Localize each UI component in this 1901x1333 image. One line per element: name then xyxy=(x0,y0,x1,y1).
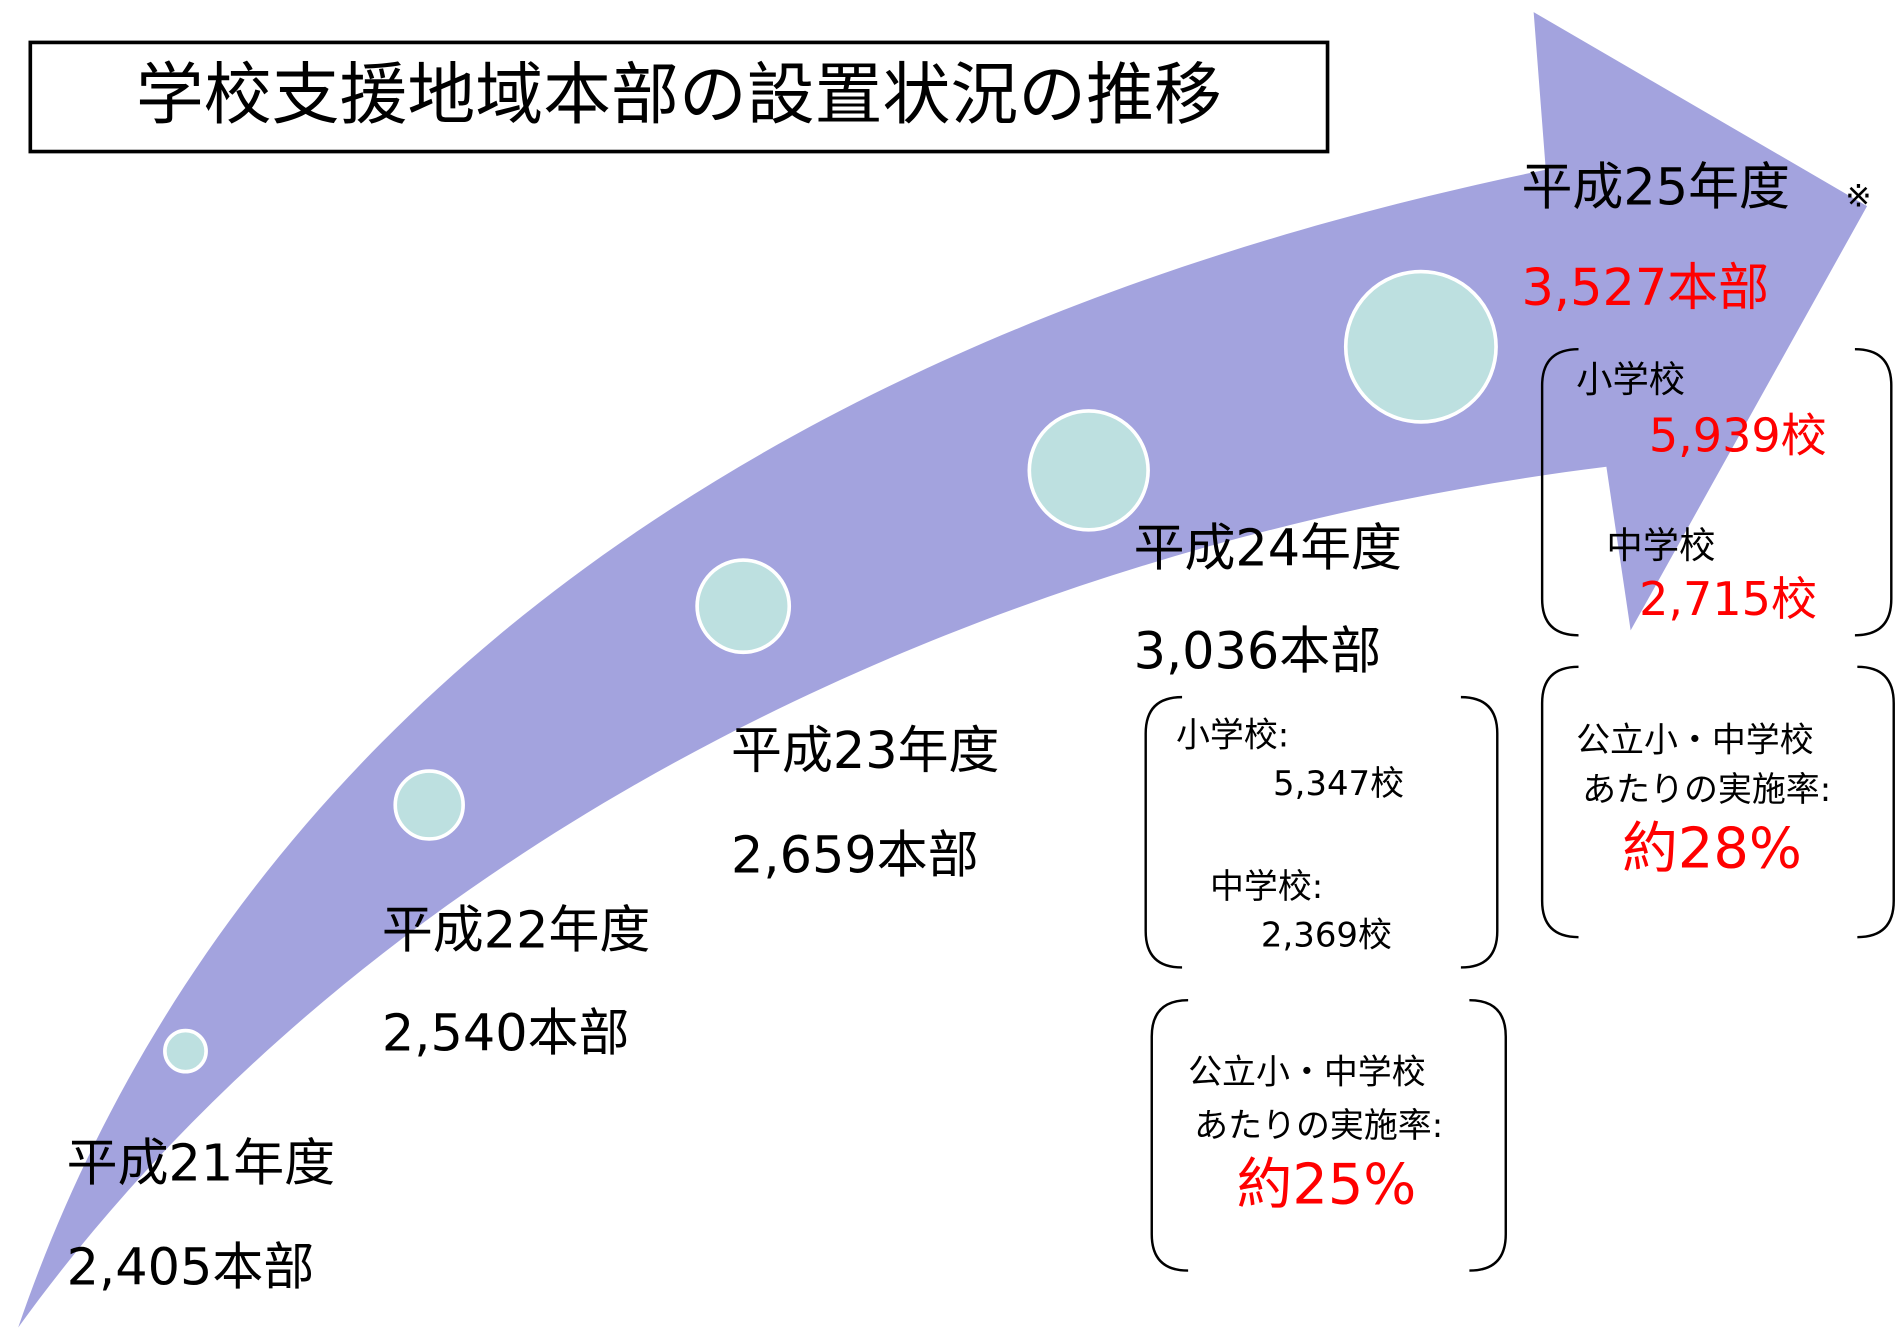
circle xyxy=(1027,409,1150,532)
brackets xyxy=(1144,347,1895,1272)
count: 2,405本部 xyxy=(67,1239,315,1298)
label: 中学校: xyxy=(1210,867,1323,907)
title: 学校支援地域本部の設置状況の推移 xyxy=(136,56,1222,135)
count: 3,527本部 xyxy=(1522,259,1770,318)
label: 公立小・中学校 xyxy=(1576,720,1814,760)
year: 平成24年度 xyxy=(1134,520,1402,579)
bracket xyxy=(1540,347,1893,637)
year: 平成25年度 xyxy=(1522,158,1790,217)
count: 3,036本部 xyxy=(1134,623,1382,682)
value: 2,369校 xyxy=(1261,916,1392,956)
label: 中学校 xyxy=(1606,524,1715,567)
count: 2,540本部 xyxy=(382,1005,630,1064)
bracket xyxy=(1540,665,1895,939)
circle xyxy=(695,558,792,655)
bracket xyxy=(1144,695,1499,969)
circles xyxy=(163,269,1498,1074)
year: 平成21年度 xyxy=(67,1134,335,1193)
label: 小学校: xyxy=(1176,716,1289,756)
value: 2,715校 xyxy=(1639,572,1817,626)
title-box xyxy=(28,40,1330,154)
year: 平成22年度 xyxy=(382,902,650,961)
circle xyxy=(163,1028,208,1074)
label: あたりの実施率: xyxy=(1194,1106,1443,1146)
rate: 約28% xyxy=(1622,816,1802,881)
circle xyxy=(1343,269,1498,424)
bracket xyxy=(1150,998,1507,1272)
note-mark: ※ xyxy=(1845,179,1871,215)
circle xyxy=(393,769,465,841)
count: 2,659本部 xyxy=(731,826,979,885)
rate: 約25% xyxy=(1237,1152,1417,1217)
year: 平成23年度 xyxy=(731,722,999,781)
label: 小学校 xyxy=(1576,358,1685,401)
label: 公立小・中学校 xyxy=(1188,1053,1426,1093)
label: あたりの実施率: xyxy=(1582,770,1831,810)
value: 5,347校 xyxy=(1273,764,1404,804)
value: 5,939校 xyxy=(1649,408,1827,462)
